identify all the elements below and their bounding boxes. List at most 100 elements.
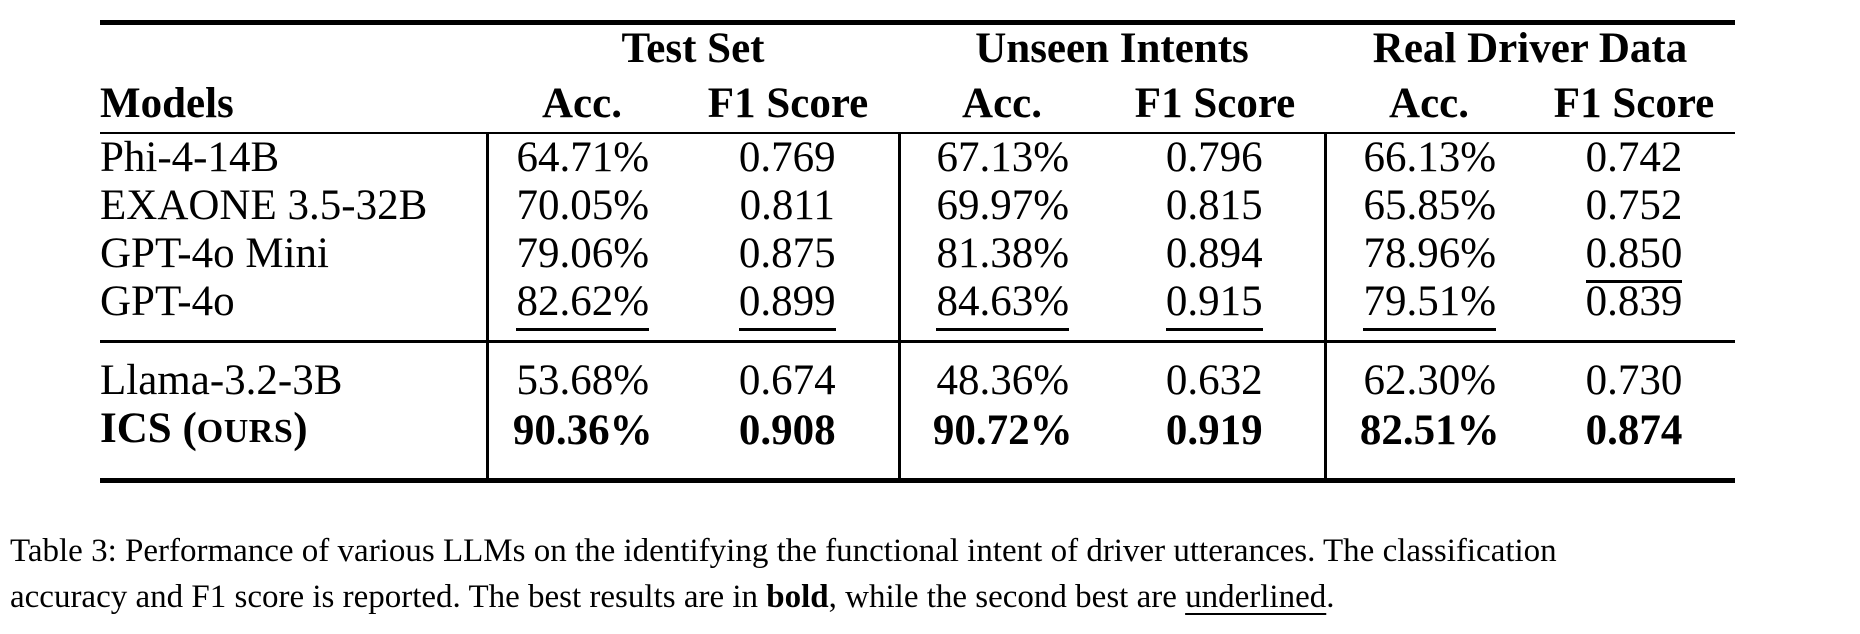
metric-value: 78.96% xyxy=(1363,230,1497,277)
metric-value: 79.06% xyxy=(516,230,650,277)
metric-value: 0.742 xyxy=(1585,134,1683,181)
table-caption: Table 3: Performance of various LLMs on … xyxy=(10,528,1856,620)
table-row-exaone: EXAONE 3.5-32B 70.05% 0.811 69.97% 0.815… xyxy=(100,182,1735,230)
model-name-cell: GPT-4o xyxy=(100,278,487,343)
group-header-unseen-intents: Unseen Intents xyxy=(975,25,1249,72)
metric-value: 0.839 xyxy=(1585,278,1683,325)
metric-cell: 0.894 xyxy=(1105,230,1325,278)
metric-value: 0.894 xyxy=(1165,230,1263,277)
metric-value: 0.769 xyxy=(738,134,836,181)
metric-cell: 0.875 xyxy=(677,230,899,278)
metric-value: 0.730 xyxy=(1585,357,1683,404)
caption-line2: accuracy and F1 score is reported. The b… xyxy=(10,579,1335,615)
model-name: GPT-4o Mini xyxy=(100,230,329,277)
column-header-acc-unseen: Acc. xyxy=(899,75,1106,134)
caption-line1: Table 3: Performance of various LLMs on … xyxy=(10,533,1557,569)
model-name-cell: EXAONE 3.5-32B xyxy=(100,182,487,230)
metric-value: 62.30% xyxy=(1363,357,1497,404)
metric-value: 0.811 xyxy=(739,182,835,229)
metric-cell: 67.13% xyxy=(897,133,1106,182)
model-name-smallcaps: OURS xyxy=(196,413,294,450)
metric-cell: 70.05% xyxy=(485,182,677,230)
metric-cell: 0.769 xyxy=(677,133,899,182)
caption-line2-middle: , while the second best are xyxy=(828,579,1186,615)
metric-cell: 79.51% xyxy=(1323,278,1534,343)
metric-cell: 81.38% xyxy=(897,230,1106,278)
metric-value: 65.85% xyxy=(1363,182,1497,229)
caption-line2-prefix: accuracy and F1 score is reported. The b… xyxy=(10,579,767,615)
table-row-llama: Llama-3.2-3B 53.68% 0.674 48.36% 0.632 6… xyxy=(100,341,1735,406)
metric-value-best: 82.51% xyxy=(1359,406,1500,454)
models-column-spacer xyxy=(100,23,487,76)
metric-value-second-best: 82.62% xyxy=(516,278,650,331)
metric-cell: 0.850 xyxy=(1533,230,1735,283)
group-header-real-driver-data: Real Driver Data xyxy=(1372,25,1688,72)
metric-value-second-best: 0.899 xyxy=(738,278,836,331)
metric-value-second-best: 0.915 xyxy=(1165,278,1263,331)
model-name-cell: Llama-3.2-3B xyxy=(100,342,487,406)
metric-cell: 82.51% xyxy=(1323,405,1534,481)
metric-value: 0.752 xyxy=(1585,182,1683,229)
baseline-models-block: Phi-4-14B 64.71% 0.769 67.13% 0.796 66.1… xyxy=(100,133,1736,343)
model-name-cell: Phi-4-14B xyxy=(100,133,487,182)
metric-cell: 0.919 xyxy=(1105,405,1325,481)
metric-value-second-best: 79.51% xyxy=(1363,278,1497,331)
metric-value: 64.71% xyxy=(516,134,650,181)
metric-value: 67.13% xyxy=(936,134,1070,181)
metric-value: 0.632 xyxy=(1165,357,1263,404)
metric-cell: 0.815 xyxy=(1105,182,1325,230)
metric-cell: 48.36% xyxy=(897,341,1106,405)
metric-value: 0.815 xyxy=(1165,182,1263,229)
column-header-row: Models Acc. F1 Score Acc. F1 Score Acc. … xyxy=(100,75,1736,134)
metric-value-second-best: 84.63% xyxy=(936,278,1070,331)
metric-cell: 69.97% xyxy=(897,182,1106,230)
model-name: GPT-4o xyxy=(100,278,235,325)
table-row-gpt4o-mini: GPT-4o Mini 79.06% 0.875 81.38% 0.894 78… xyxy=(100,230,1735,283)
model-name: Phi-4-14B xyxy=(100,134,280,181)
metric-cell: 0.730 xyxy=(1533,342,1735,406)
column-header-f1-test: F1 Score xyxy=(677,75,900,134)
caption-bold-word: bold xyxy=(766,579,829,615)
group-header-test-set: Test Set xyxy=(621,25,765,72)
metric-cell: 64.71% xyxy=(485,133,677,182)
model-name: EXAONE 3.5-32B xyxy=(100,182,428,229)
table-row-ics-ours: ICS (OURS) 90.36% 0.908 90.72% 0.919 82.… xyxy=(100,405,1735,481)
metric-value: 53.68% xyxy=(516,357,650,404)
metric-value: 0.796 xyxy=(1165,134,1263,181)
metric-value: 69.97% xyxy=(936,182,1070,229)
column-header-acc-real: Acc. xyxy=(1325,75,1534,134)
caption-line2-suffix: . xyxy=(1326,579,1335,615)
metric-cell: 53.68% xyxy=(485,341,677,405)
metric-cell: 65.85% xyxy=(1323,182,1534,230)
metric-cell: 0.811 xyxy=(677,182,899,230)
model-name-cell: ICS (OURS) xyxy=(100,405,487,481)
metric-value: 70.05% xyxy=(516,182,650,229)
group-header-row: Test Set Unseen Intents Real Driver Data xyxy=(100,23,1735,76)
caption-underlined-word: underlined xyxy=(1185,579,1327,615)
metric-cell: 0.674 xyxy=(677,342,899,406)
metric-cell: 0.742 xyxy=(1533,133,1735,182)
metric-cell: 0.839 xyxy=(1533,278,1736,343)
model-name-suffix: ) xyxy=(293,405,308,452)
table-row-gpt4o: GPT-4o 82.62% 0.899 84.63% 0.915 79.51% … xyxy=(100,278,1736,343)
metric-cell: 90.36% xyxy=(485,405,677,481)
metric-value-best: 0.874 xyxy=(1585,406,1683,454)
metric-value: 81.38% xyxy=(936,230,1070,277)
metric-cell: 0.752 xyxy=(1533,182,1735,230)
metric-cell: 82.62% xyxy=(485,278,677,343)
column-header-models: Models xyxy=(100,75,487,134)
metric-value: 48.36% xyxy=(936,357,1070,404)
metric-cell: 78.96% xyxy=(1323,230,1534,278)
column-header-f1-unseen: F1 Score xyxy=(1105,75,1326,134)
metric-value-best: 0.919 xyxy=(1165,406,1263,454)
table-row-phi-4-14b: Phi-4-14B 64.71% 0.769 67.13% 0.796 66.1… xyxy=(100,133,1735,182)
model-name: Llama-3.2-3B xyxy=(100,357,343,404)
model-name-prefix: ICS ( xyxy=(100,405,197,452)
metric-value-second-best: 0.850 xyxy=(1585,230,1683,283)
column-header-f1-real: F1 Score xyxy=(1533,75,1736,134)
metric-cell: 0.874 xyxy=(1533,405,1735,481)
metric-cell: 0.899 xyxy=(677,278,900,343)
metric-value-best: 0.908 xyxy=(738,406,836,454)
metric-cell: 90.72% xyxy=(897,405,1106,481)
